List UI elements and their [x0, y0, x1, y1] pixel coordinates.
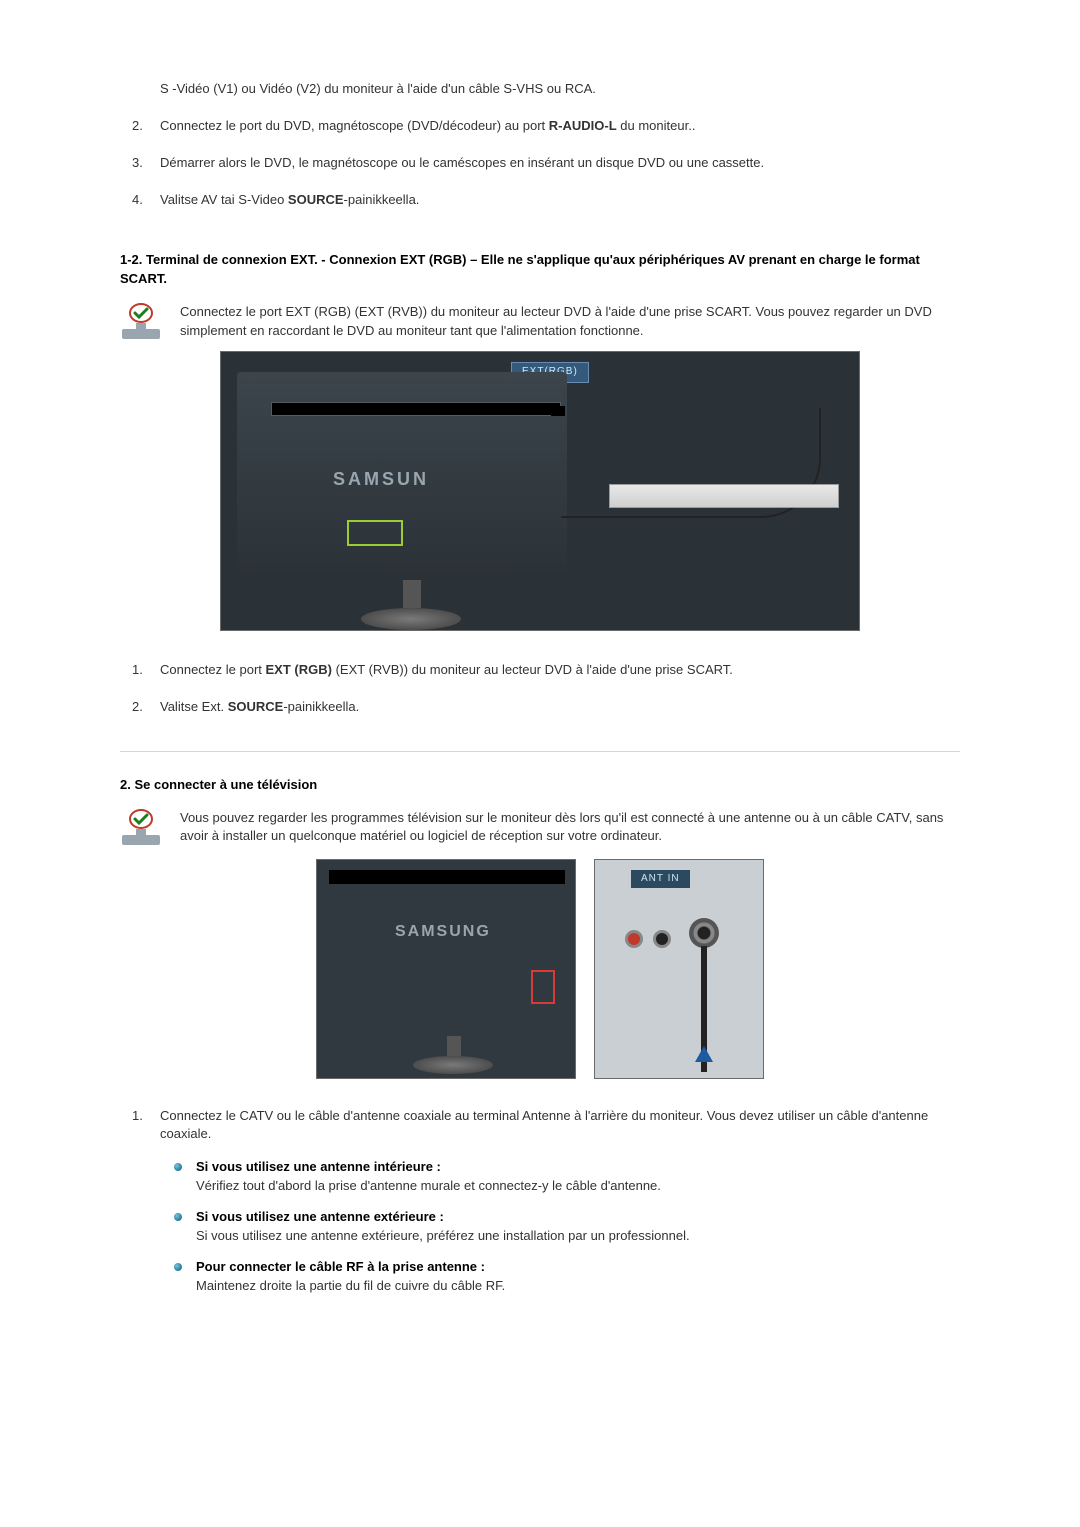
li2-bold: R-AUDIO-L	[549, 118, 617, 133]
li4-pre: Valitse AV tai S-Video	[160, 192, 288, 207]
figure-ext-rgb: EXT(RGB) SAMSUN	[220, 351, 860, 631]
note-row-2: Vous pouvez regarder les programmes télé…	[120, 809, 960, 847]
figure-tv-back: SAMSUNG	[316, 859, 576, 1079]
samsung-logo: SAMSUNG	[395, 920, 491, 943]
li3-text: Démarrer alors le DVD, le magnétoscope o…	[160, 155, 764, 170]
list-1-continuation: S -Vidéo (V1) ou Vidéo (V2) du moniteur …	[120, 80, 960, 99]
monitor-stand	[361, 580, 461, 630]
s12-2-pre: Valitse Ext.	[160, 699, 228, 714]
figure-antenna-closeup: ANT IN	[594, 859, 764, 1079]
audio-port-icon	[625, 930, 643, 948]
scart-highlight-box	[347, 520, 403, 546]
up-arrow-icon	[695, 1046, 713, 1062]
monitor-stand	[413, 1036, 493, 1074]
li2-pre: Connectez le port du DVD, magnétoscope (…	[160, 118, 549, 133]
bullet-rf-title: Pour connecter le câble RF à la prise an…	[196, 1258, 960, 1277]
figure-2-wrap: SAMSUNG ANT IN	[120, 859, 960, 1079]
note-1-text: Connectez le port EXT (RGB) (EXT (RVB)) …	[180, 303, 960, 341]
coax-port-icon	[689, 918, 719, 948]
li2-post: du moniteur..	[617, 118, 696, 133]
bullet-indoor-title: Si vous utilisez une antenne intérieure …	[196, 1158, 960, 1177]
list-1-cont-text: S -Vidéo (V1) ou Vidéo (V2) du moniteur …	[160, 81, 596, 96]
section-1-2-steps: Connectez le port EXT (RGB) (EXT (RVB)) …	[120, 661, 960, 717]
bullet-rf-body: Maintenez droite la partie du fil de cui…	[196, 1277, 960, 1296]
note-2-text: Vous pouvez regarder les programmes télé…	[180, 809, 960, 847]
bullet-indoor-body: Vérifiez tout d'abord la prise d'antenne…	[196, 1177, 960, 1196]
li4-post: -painikkeella.	[344, 192, 420, 207]
bullet-outdoor-body: Si vous utilisez une antenne extérieure,…	[196, 1227, 960, 1246]
figure-1-wrap: EXT(RGB) SAMSUN	[120, 351, 960, 631]
s12-1-pre: Connectez le port	[160, 662, 266, 677]
bullet-outdoor-title: Si vous utilisez une antenne extérieure …	[196, 1208, 960, 1227]
note-row-1: Connectez le port EXT (RGB) (EXT (RVB)) …	[120, 303, 960, 341]
samsung-logo: SAMSUN	[333, 466, 429, 492]
s2-step-1: Connectez le CATV ou le câble d'antenne …	[160, 1107, 960, 1296]
audio-port-icon	[653, 930, 671, 948]
s12-2-bold: SOURCE	[228, 699, 284, 714]
antenna-bullets: Si vous utilisez une antenne intérieure …	[160, 1158, 960, 1295]
bullet-rf: Pour connecter le câble RF à la prise an…	[196, 1258, 960, 1296]
top-list-item-3: Démarrer alors le DVD, le magnétoscope o…	[160, 154, 960, 173]
s12-step-2: Valitse Ext. SOURCE-painikkeella.	[160, 698, 960, 717]
dvd-player-icon	[609, 484, 839, 508]
s2-1-text: Connectez le CATV ou le câble d'antenne …	[160, 1108, 928, 1142]
section-2-heading: 2. Se connecter à une télévision	[120, 776, 960, 795]
bullet-indoor: Si vous utilisez une antenne intérieure …	[196, 1158, 960, 1196]
section-divider	[120, 751, 960, 752]
s12-1-post: (EXT (RVB)) du moniteur au lecteur DVD à…	[332, 662, 733, 677]
top-ordered-list: Connectez le port du DVD, magnétoscope (…	[120, 117, 960, 210]
section-2-steps: Connectez le CATV ou le câble d'antenne …	[120, 1107, 960, 1296]
s12-2-post: -painikkeella.	[283, 699, 359, 714]
bullet-outdoor: Si vous utilisez une antenne extérieure …	[196, 1208, 960, 1246]
li4-bold: SOURCE	[288, 192, 344, 207]
top-connector-strip	[271, 402, 561, 416]
ant-in-label: ANT IN	[631, 870, 690, 889]
top-list-item-2: Connectez le port du DVD, magnétoscope (…	[160, 117, 960, 136]
s12-1-bold: EXT (RGB)	[266, 662, 332, 677]
checkmark-monitor-icon	[120, 303, 162, 341]
section-1-2-heading: 1-2. Terminal de connexion EXT. - Connex…	[120, 251, 960, 289]
top-list-item-4: Valitse AV tai S-Video SOURCE-painikkeel…	[160, 191, 960, 210]
checkmark-monitor-icon	[120, 809, 162, 847]
monitor-back-panel: SAMSUN	[237, 372, 567, 572]
connector-strip	[329, 870, 565, 884]
s12-step-1: Connectez le port EXT (RGB) (EXT (RVB)) …	[160, 661, 960, 680]
antenna-highlight-box	[531, 970, 555, 1004]
